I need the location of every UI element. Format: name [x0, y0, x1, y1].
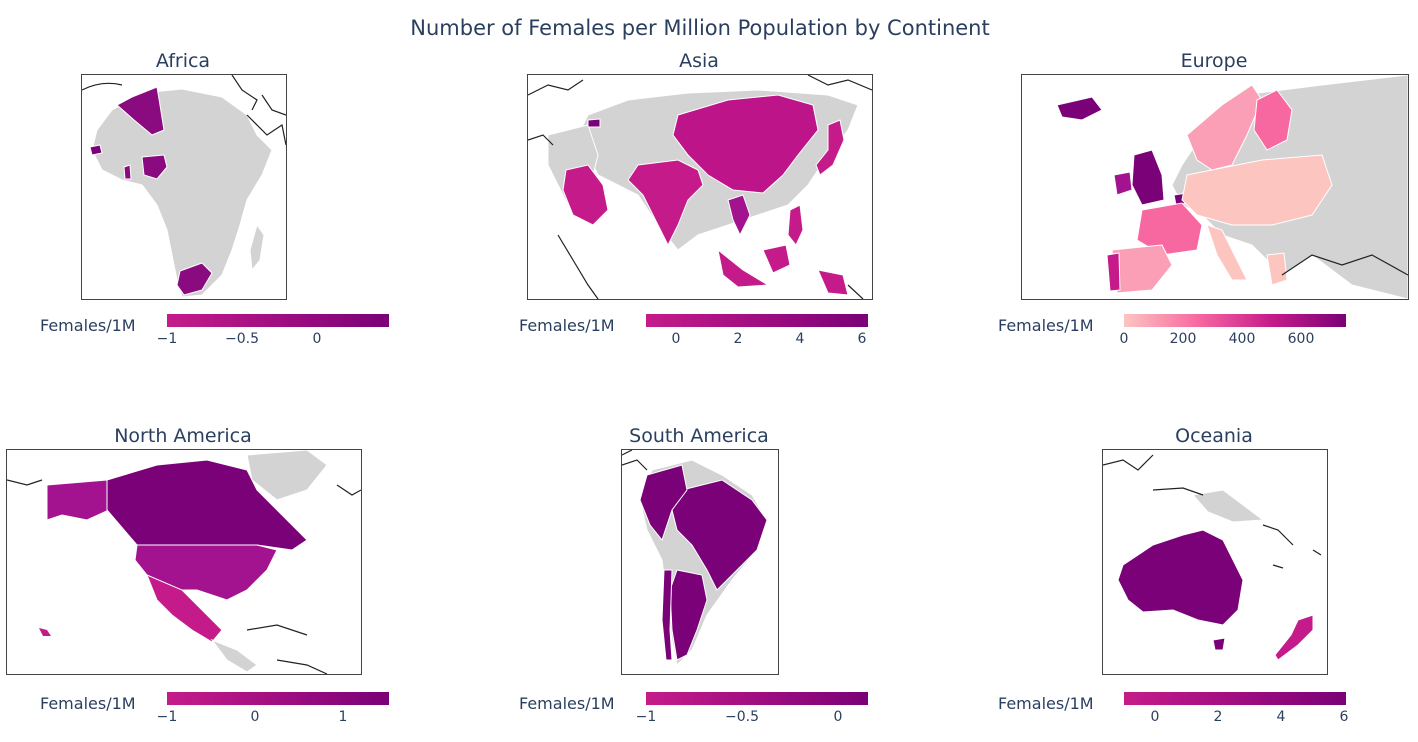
region-iceland [1056, 96, 1103, 121]
region-nigeria [141, 154, 168, 180]
north-america-map-svg [7, 450, 361, 674]
colorbar-tick: 0 [312, 331, 322, 347]
region-portugal [1106, 252, 1121, 292]
panel-title-europe: Europe [1180, 50, 1248, 72]
map-south-america[interactable] [621, 449, 779, 675]
panel-title-asia: Asia [679, 50, 719, 72]
region-georgia [587, 118, 601, 128]
colorbar-tick: 6 [1339, 709, 1349, 725]
region-saudi-arabia [562, 164, 609, 226]
region-norway-sweden [1186, 84, 1263, 171]
region-italy [1206, 224, 1248, 281]
africa-map-svg [82, 75, 286, 298]
colorbar-tick: −0.5 [225, 331, 259, 347]
map-oceania[interactable] [1102, 449, 1328, 675]
region-philippines [787, 204, 804, 246]
colorbar-tick: 0 [833, 709, 843, 725]
region-brazil [671, 479, 768, 591]
asia-map-svg [528, 75, 872, 299]
page-title: Number of Females per Million Population… [410, 16, 990, 40]
colorbar-label-north-america: Females/1M [40, 694, 136, 713]
region-argentina [669, 569, 708, 661]
africa-land [91, 88, 273, 298]
colorbar-tick: 2 [1213, 709, 1223, 725]
region-ghana [123, 164, 132, 180]
region-new-guinea [817, 269, 849, 296]
colorbar-tick: 0 [250, 709, 260, 725]
colorbar-asia [646, 314, 868, 327]
colorbar-north-america [167, 692, 389, 705]
colorbar-tick: 6 [857, 331, 867, 347]
colorbar-tick: 0 [1150, 709, 1160, 725]
colorbar-label-africa: Females/1M [40, 316, 136, 335]
colorbar-label-oceania: Females/1M [998, 694, 1094, 713]
region-indonesia [717, 248, 770, 288]
colorbar-tick: 1 [338, 709, 348, 725]
colorbar-tick: 4 [1276, 709, 1286, 725]
region-uk [1131, 149, 1165, 206]
colorbar-tick: −1 [156, 331, 178, 347]
region-chile [661, 569, 673, 661]
region-greece [1266, 252, 1288, 286]
region-ireland [1113, 171, 1133, 196]
panel-title-north-america: North America [114, 425, 252, 447]
south-america-map-svg [622, 450, 768, 667]
colorbar-tick: 2 [733, 331, 743, 347]
europe-map-svg [1056, 75, 1408, 299]
region-new-zealand [1274, 614, 1314, 661]
region-china [672, 94, 819, 194]
colorbar-label-asia: Females/1M [519, 316, 615, 335]
colorbar-tick: 4 [795, 331, 805, 347]
map-asia[interactable] [527, 74, 873, 300]
region-south-africa [176, 262, 213, 296]
oceania-map-svg [1103, 454, 1322, 661]
colorbar-tick: 0 [671, 331, 681, 347]
region-andes-north [639, 464, 688, 542]
colorbar-label-europe: Females/1M [998, 316, 1094, 335]
region-tasmania [1212, 637, 1226, 651]
colorbar-tick: 600 [1287, 331, 1315, 347]
region-hawaii [39, 628, 51, 636]
map-africa[interactable] [81, 74, 287, 300]
map-north-america[interactable] [6, 449, 362, 675]
region-algeria [116, 86, 165, 136]
colorbar-tick: −1 [156, 709, 178, 725]
colorbar-tick: 0 [1119, 331, 1129, 347]
region-borneo [762, 244, 791, 274]
colorbar-africa [167, 314, 389, 327]
colorbar-tick: 200 [1169, 331, 1197, 347]
panel-title-south-america: South America [629, 425, 769, 447]
region-alaska [46, 479, 110, 521]
colorbar-label-south-america: Females/1M [519, 694, 615, 713]
region-france [1136, 202, 1203, 256]
region-senegal [89, 144, 103, 156]
colorbar-south-america [646, 692, 868, 705]
region-finland [1253, 89, 1293, 151]
colorbar-tick: −1 [635, 709, 657, 725]
colorbar-europe [1124, 314, 1346, 327]
map-europe[interactable] [1021, 74, 1409, 300]
colorbar-oceania [1124, 692, 1346, 705]
region-india [627, 159, 704, 247]
region-central-europe [1181, 154, 1333, 226]
region-australia [1117, 529, 1244, 626]
panel-title-africa: Africa [155, 50, 211, 72]
colorbar-tick: −0.5 [725, 709, 759, 725]
region-japan [815, 119, 845, 176]
region-thailand [727, 194, 751, 237]
region-mexico [146, 574, 223, 643]
new-guinea-land [1192, 489, 1265, 523]
colorbar-tick: 400 [1228, 331, 1256, 347]
region-spain [1111, 244, 1173, 294]
panel-title-oceania: Oceania [1175, 425, 1253, 447]
